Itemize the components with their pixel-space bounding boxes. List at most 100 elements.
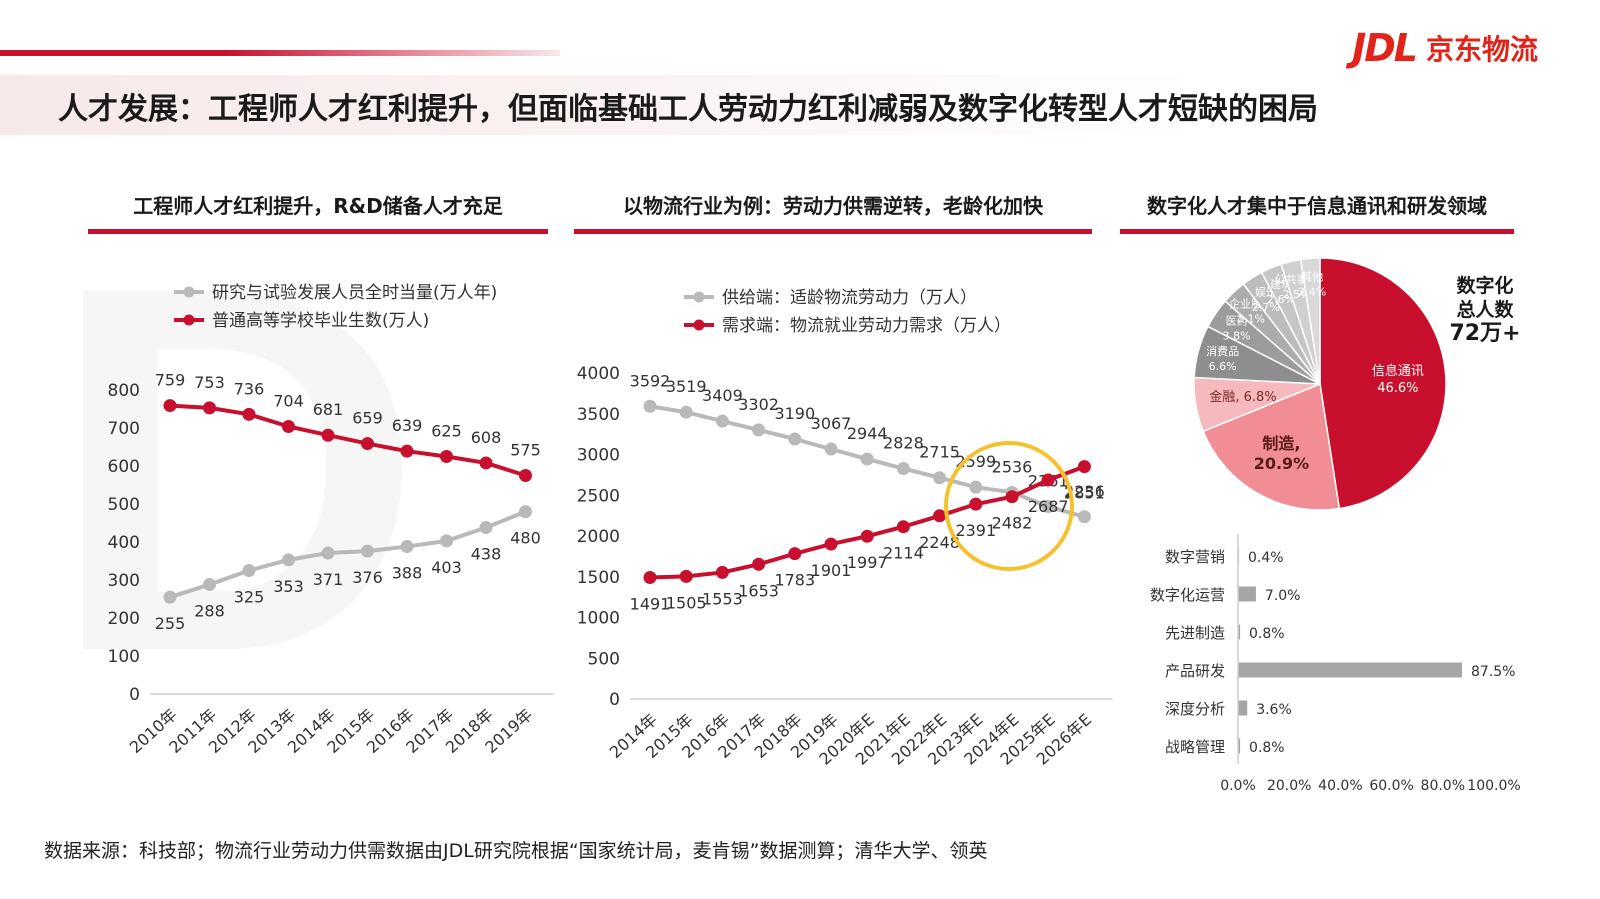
data-point — [788, 432, 802, 446]
data-point — [282, 553, 295, 567]
pie-slice — [1319, 257, 1447, 510]
data-point — [361, 437, 374, 451]
data-label: 704 — [273, 391, 304, 410]
digital-total-value: 72万+ — [1449, 321, 1521, 346]
data-label: 388 — [392, 564, 423, 583]
data-label: 2944 — [847, 424, 888, 443]
y-tick-label: 1500 — [577, 568, 620, 588]
y-tick-label: 500 — [108, 495, 140, 515]
bar-category-label: 深度分析 — [1165, 700, 1225, 718]
pie-label: 医药 — [1226, 314, 1248, 327]
data-point — [519, 469, 532, 482]
bar-category-label: 先进制造 — [1165, 624, 1225, 642]
company-logo: JDL 京东物流 — [1352, 26, 1538, 70]
y-tick-label: 300 — [108, 571, 140, 591]
pie-value: 46.6% — [1377, 381, 1418, 396]
pie-value: 2.6% — [1267, 293, 1295, 306]
bar-value-label: 3.6% — [1256, 702, 1292, 718]
data-point — [788, 547, 802, 561]
data-label: 255 — [155, 614, 186, 633]
logo-mark: JDL — [1352, 26, 1418, 70]
data-label: 2687 — [1028, 497, 1069, 516]
data-label: 2599 — [955, 452, 996, 471]
data-point — [1005, 490, 1019, 504]
pie-label: 其他 — [1301, 270, 1323, 283]
bar-category-label: 产品研发 — [1165, 662, 1225, 680]
bar-category-label: 战略管理 — [1165, 738, 1225, 756]
y-tick-label: 400 — [108, 533, 140, 553]
legend-marker — [183, 286, 195, 298]
data-point — [479, 456, 493, 470]
data-label: 2851 — [1064, 484, 1105, 503]
y-tick-label: 500 — [588, 649, 620, 669]
y-tick-label: 0 — [609, 690, 620, 710]
data-label: 625 — [431, 422, 462, 441]
data-label: 3519 — [666, 377, 707, 396]
mid-line-chart: 供给端：适龄物流劳动力（万人） 需求端：物流就业劳动力需求（万人） 0 500 1000… — [577, 288, 1113, 769]
legend-marker — [693, 291, 705, 303]
data-label: 1653 — [738, 581, 779, 600]
data-point — [969, 497, 983, 511]
data-label: 480 — [510, 529, 541, 548]
data-label: 1553 — [702, 589, 743, 608]
data-label: 288 — [194, 602, 225, 621]
data-point — [361, 544, 374, 558]
data-point — [321, 546, 335, 560]
bar-value-label: 0.8% — [1249, 740, 1285, 756]
data-point — [896, 520, 910, 534]
mid-section-underline — [574, 229, 1092, 234]
y-tick-label: 4000 — [577, 364, 620, 384]
data-label: 2391 — [955, 521, 996, 540]
data-point — [242, 407, 256, 421]
data-point — [282, 419, 295, 433]
data-label: 2248 — [919, 533, 960, 552]
page-title: 人才发展：工程师人才红利提升，但面临基础工人劳动力红利减弱及数字化转型人才短缺的… — [58, 92, 1318, 127]
legend-label: 需求端：物流就业劳动力需求（万人） — [722, 316, 1011, 336]
data-point — [519, 505, 532, 519]
data-label: 438 — [471, 545, 502, 564]
data-point — [1041, 473, 1055, 487]
data-point — [1077, 460, 1091, 474]
data-point — [860, 452, 874, 466]
data-point — [163, 399, 177, 413]
legend-label: 研究与试验发展人员全时当量(万人年) — [212, 283, 497, 303]
x-tick-label: 60.0% — [1369, 778, 1413, 794]
data-point — [933, 509, 947, 523]
pie-label: 金融, 6.8% — [1209, 389, 1276, 405]
pie-value: 3.8% — [1223, 329, 1251, 342]
left-section-title: 工程师人才红利提升，R&D储备人才充足 — [133, 194, 503, 218]
data-point — [715, 414, 729, 428]
series-line — [169, 403, 527, 478]
data-label: 3302 — [738, 395, 779, 414]
pie-value: 20.9% — [1254, 454, 1310, 473]
data-label: 1997 — [847, 553, 888, 572]
data-label: 753 — [194, 373, 225, 392]
pie-value: 2.4% — [1298, 285, 1326, 298]
pie-label: 信息通讯 — [1372, 363, 1424, 379]
data-label: 1491 — [630, 594, 671, 613]
right-section-title: 数字化人才集中于信息通讯和研发领域 — [1147, 194, 1487, 218]
title-band — [0, 75, 1600, 135]
x-tick-label: 40.0% — [1318, 778, 1362, 794]
bar — [1238, 700, 1248, 716]
legend-marker — [693, 319, 705, 331]
pie-value: 3.1% — [1237, 312, 1265, 325]
x-tick-label: 80.0% — [1421, 778, 1465, 794]
data-point — [715, 565, 729, 579]
crossover-highlight-circle — [944, 441, 1074, 571]
pie-slice — [1202, 382, 1341, 511]
data-point — [400, 444, 414, 458]
data-label: 659 — [352, 409, 383, 428]
x-tick-label: 100.0% — [1467, 778, 1520, 794]
y-tick-label: 0 — [129, 685, 140, 705]
data-label: 1783 — [774, 571, 815, 590]
mid-section-title: 以物流行业为例：劳动力供需逆转，老龄化加快 — [623, 194, 1043, 218]
data-label: 3067 — [811, 414, 852, 433]
y-tick-label: 600 — [108, 457, 140, 477]
top-accent-line — [0, 50, 560, 56]
x-tick-label: 0.0% — [1220, 778, 1256, 794]
y-tick-label: 3000 — [577, 446, 620, 466]
series-line — [169, 509, 527, 600]
y-tick-label: 3500 — [577, 405, 620, 425]
